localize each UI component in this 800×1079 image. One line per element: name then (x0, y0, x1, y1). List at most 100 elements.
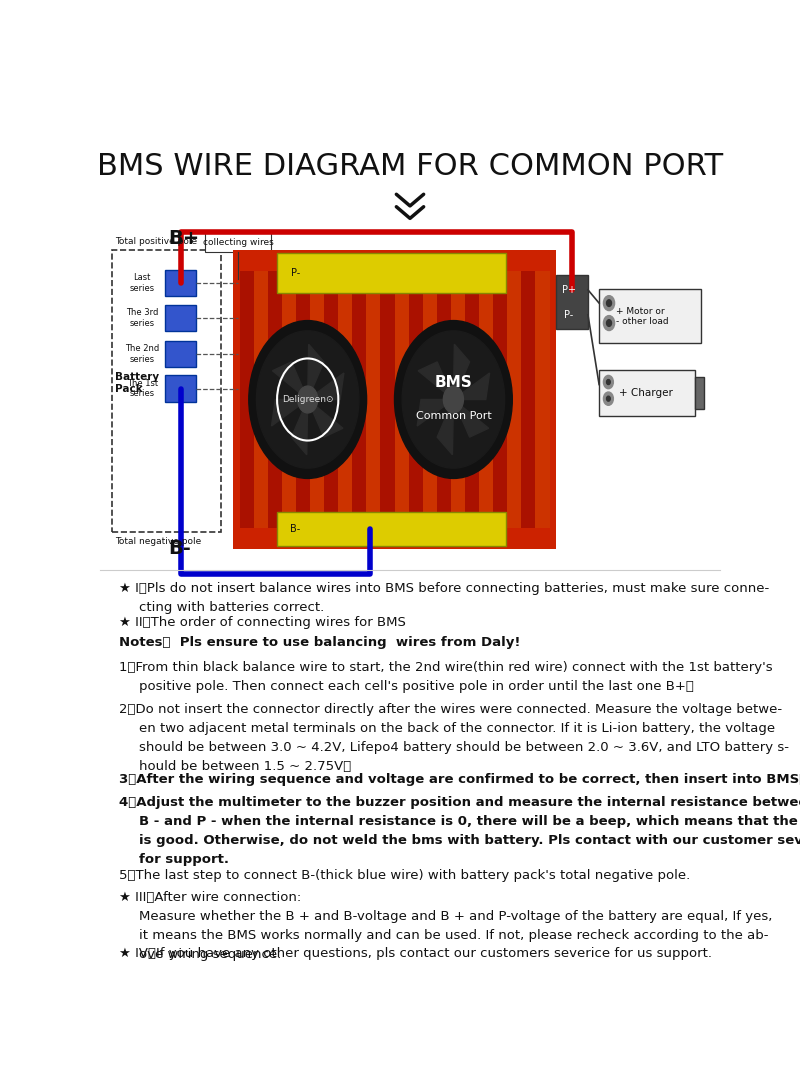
Text: ove wiring sequence.: ove wiring sequence. (139, 947, 282, 960)
Polygon shape (454, 399, 489, 437)
Text: Last
series: Last series (130, 273, 154, 292)
Circle shape (402, 331, 505, 468)
Text: hould be between 1.5 ~ 2.75V；: hould be between 1.5 ~ 2.75V； (139, 760, 351, 773)
Bar (324, 271, 338, 529)
Text: P-: P- (564, 310, 574, 319)
Text: collecting wires: collecting wires (202, 238, 274, 247)
Polygon shape (308, 373, 344, 399)
Bar (206, 233, 270, 251)
Text: 1、From thin black balance wire to start, the 2nd wire(thin red wire) connect wit: 1、From thin black balance wire to start,… (118, 661, 772, 674)
Circle shape (603, 315, 614, 330)
Polygon shape (418, 361, 454, 399)
Bar (239, 271, 254, 529)
Bar (535, 271, 550, 529)
Text: P-: P- (290, 269, 300, 278)
Bar (599, 289, 702, 343)
Bar (599, 370, 695, 415)
Circle shape (603, 375, 614, 388)
Bar (165, 341, 196, 367)
Text: Battery
Pack: Battery Pack (115, 372, 160, 394)
Text: The 1st
series: The 1st series (126, 379, 158, 398)
Circle shape (394, 320, 512, 478)
Circle shape (606, 319, 611, 326)
Bar (268, 271, 282, 529)
Text: 2、Do not insert the connector directly after the wires were connected. Measure t: 2、Do not insert the connector directly a… (118, 702, 782, 715)
Circle shape (249, 320, 366, 478)
Circle shape (606, 300, 611, 306)
Polygon shape (454, 344, 470, 399)
Circle shape (606, 380, 610, 384)
Text: Total negative pole: Total negative pole (115, 536, 202, 546)
Text: + Charger: + Charger (619, 387, 673, 398)
Text: B-: B- (168, 540, 191, 558)
Bar (394, 271, 409, 529)
Bar (165, 304, 196, 331)
Text: positive pole. Then connect each cell's positive pole in order until the last on: positive pole. Then connect each cell's … (139, 681, 694, 694)
Text: P+: P+ (562, 285, 575, 295)
Bar (296, 271, 310, 529)
Circle shape (257, 331, 359, 468)
Polygon shape (438, 399, 454, 454)
Bar (422, 271, 437, 529)
Text: en two adjacent metal terminals on the back of the connector. If it is Li-ion ba: en two adjacent metal terminals on the b… (139, 722, 775, 735)
Text: for support.: for support. (139, 853, 229, 866)
Circle shape (606, 396, 610, 401)
Circle shape (603, 296, 614, 311)
Text: ★ IV、If you have any other questions, pls contact our customers severice for us : ★ IV、If you have any other questions, pl… (118, 947, 712, 960)
Text: B-: B- (290, 524, 301, 534)
Bar (451, 271, 465, 529)
Bar (366, 271, 381, 529)
Bar (165, 270, 196, 297)
Bar (437, 271, 451, 529)
Text: cting with batteries correct.: cting with batteries correct. (139, 601, 324, 614)
Bar (465, 271, 479, 529)
Circle shape (443, 386, 463, 413)
Polygon shape (273, 361, 308, 399)
Bar (282, 271, 296, 529)
Bar (277, 513, 506, 546)
Bar (695, 377, 704, 409)
Bar (234, 250, 556, 549)
Bar (338, 271, 352, 529)
Circle shape (603, 392, 614, 406)
Text: 3、After the wiring sequence and voltage are confirmed to be correct, then insert: 3、After the wiring sequence and voltage … (118, 773, 800, 786)
Bar (254, 271, 268, 529)
Bar (112, 250, 221, 532)
Bar (381, 271, 394, 529)
Text: 5、The last step to connect B-(thick blue wire) with battery pack's total negativ: 5、The last step to connect B-(thick blue… (118, 869, 690, 882)
Text: The 3rd
series: The 3rd series (126, 309, 158, 328)
Text: Measure whether the B + and B-voltage and B + and P-voltage of the battery are e: Measure whether the B + and B-voltage an… (139, 910, 773, 923)
Bar (409, 271, 422, 529)
Text: + Motor or
- other load: + Motor or - other load (617, 306, 669, 326)
Text: should be between 3.0 ~ 4.2V, Lifepo4 battery should be between 2.0 ~ 3.6V, and : should be between 3.0 ~ 4.2V, Lifepo4 ba… (139, 741, 789, 754)
Text: BMS WIRE DIAGRAM FOR COMMON PORT: BMS WIRE DIAGRAM FOR COMMON PORT (97, 152, 723, 181)
Text: BMS: BMS (434, 375, 472, 391)
Bar (310, 271, 324, 529)
Text: ★ III、After wire connection:: ★ III、After wire connection: (118, 890, 301, 903)
Text: ★ II、The order of connecting wires for BMS: ★ II、The order of connecting wires for B… (118, 615, 406, 628)
Text: B - and P - when the internal resistance is 0, there will be a beep, which means: B - and P - when the internal resistance… (139, 815, 800, 828)
Text: The 2nd
series: The 2nd series (125, 344, 159, 364)
Bar (165, 375, 196, 402)
Bar (522, 271, 535, 529)
Polygon shape (418, 399, 454, 426)
Polygon shape (308, 399, 343, 437)
Bar (556, 275, 588, 329)
Polygon shape (271, 399, 308, 426)
Text: is good. Otherwise, do not weld the bms with battery. Pls contact with our custo: is good. Otherwise, do not weld the bms … (139, 834, 800, 847)
Bar (352, 271, 366, 529)
Text: it means the BMS works normally and can be used. If not, please recheck accordin: it means the BMS works normally and can … (139, 929, 769, 942)
Bar (479, 271, 493, 529)
Text: 4、Adjust the multimeter to the buzzer position and measure the internal resistan: 4、Adjust the multimeter to the buzzer po… (118, 796, 800, 809)
Text: Notes：  Pls ensure to use balancing  wires from Daly!: Notes： Pls ensure to use balancing wires… (118, 637, 520, 650)
Circle shape (298, 386, 318, 413)
Text: Total positive pole: Total positive pole (115, 236, 198, 246)
Text: Deligreen⊙: Deligreen⊙ (282, 395, 334, 404)
Polygon shape (454, 373, 490, 399)
Bar (493, 271, 507, 529)
Text: B+: B+ (168, 230, 199, 248)
Polygon shape (308, 344, 324, 399)
Bar (277, 254, 506, 293)
Text: Common Port: Common Port (415, 411, 491, 421)
Polygon shape (291, 399, 308, 454)
